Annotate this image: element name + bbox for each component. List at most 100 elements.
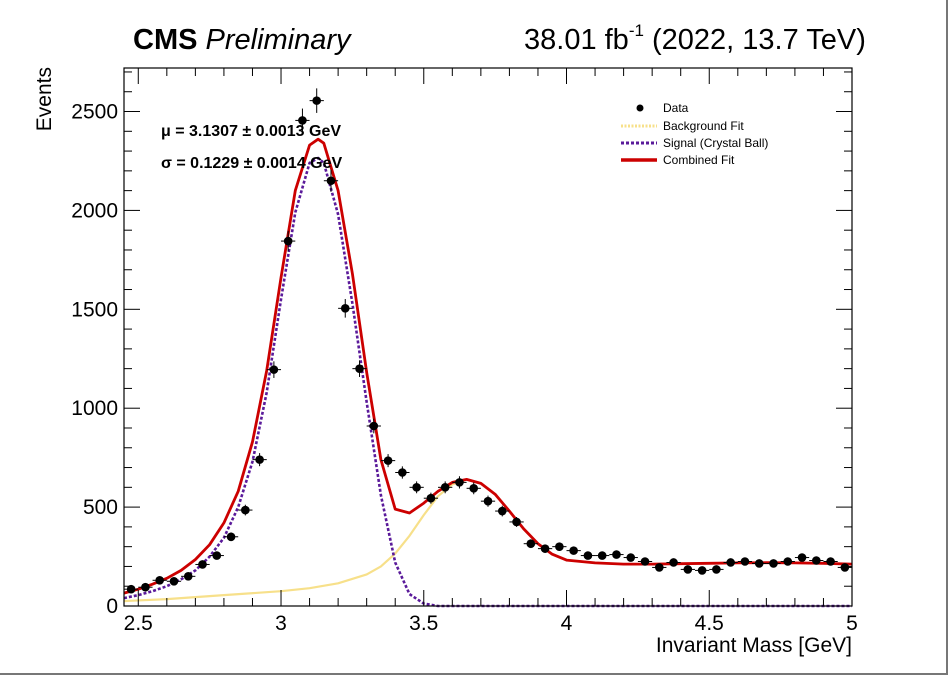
- data-marker: [126, 584, 136, 594]
- data-point: [794, 553, 810, 562]
- data-point: [823, 557, 838, 566]
- data-marker: [255, 455, 264, 464]
- data-point: [266, 361, 282, 378]
- data-point: [166, 576, 182, 586]
- data-point: [480, 495, 496, 507]
- data-marker: [340, 304, 350, 313]
- data-marker: [298, 116, 307, 125]
- data-point: [438, 481, 453, 494]
- data-point: [595, 551, 610, 560]
- data-marker: [212, 551, 222, 560]
- data-marker: [797, 553, 807, 562]
- data-marker: [740, 557, 750, 566]
- data-point: [309, 88, 324, 113]
- data-point: [466, 482, 481, 495]
- data-marker: [169, 576, 179, 586]
- x-tick-label: 3: [275, 612, 287, 635]
- data-point: [124, 584, 139, 594]
- data-point: [223, 532, 239, 542]
- mu-annotation: μ = 3.1307 ± 0.0013 GeV: [161, 123, 341, 140]
- data-point: [395, 466, 410, 479]
- data-marker: [455, 478, 464, 487]
- data-marker: [269, 365, 279, 374]
- experiment-name: CMS: [133, 24, 198, 56]
- data-point: [281, 230, 296, 252]
- x-axis-title: Invariant Mass [GeV]: [656, 634, 852, 657]
- data-marker: [726, 558, 735, 567]
- data-marker: [141, 582, 150, 592]
- data-marker: [226, 532, 236, 542]
- data-marker: [469, 484, 479, 493]
- data-marker: [155, 575, 164, 585]
- x-tick-label: 4: [561, 612, 573, 635]
- data-marker: [283, 236, 293, 246]
- data-point: [580, 551, 596, 560]
- data-marker: [355, 364, 364, 373]
- luminosity-label: 38.01 fb-1 (2022, 13.7 TeV): [524, 21, 866, 57]
- data-point: [623, 553, 638, 562]
- data-point: [181, 572, 196, 581]
- data-marker: [812, 556, 821, 565]
- data-marker: [497, 506, 507, 516]
- legend-label-combined: Combined Fit: [663, 153, 735, 167]
- signal-crystal-ball-curve: [123, 156, 852, 608]
- data-marker: [440, 483, 450, 492]
- data-point: [509, 516, 524, 527]
- data-point: [138, 582, 153, 592]
- data-marker: [669, 558, 678, 567]
- data-points: [124, 88, 852, 594]
- data-point: [766, 559, 781, 568]
- data-marker: [640, 557, 650, 566]
- data-point: [780, 557, 795, 566]
- lumi-tail: (2022, 13.7 TeV): [643, 24, 866, 56]
- data-marker: [654, 563, 664, 572]
- status-label: Preliminary: [205, 24, 351, 56]
- data-marker: [769, 559, 778, 568]
- y-tick-label: 1500: [71, 298, 118, 321]
- y-tick-label: 500: [83, 496, 118, 519]
- tick-labels: 2.5 3 3.5 4 4.5 5 0 500 1000 1500 2000 2500: [71, 101, 858, 635]
- data-point: [195, 560, 210, 569]
- data-marker: [826, 557, 835, 566]
- data-marker: [754, 559, 764, 568]
- data-point: [723, 558, 738, 567]
- data-marker: [569, 546, 578, 555]
- data-point: [752, 559, 767, 568]
- data-marker: [683, 565, 693, 574]
- data-marker: [312, 96, 322, 105]
- data-point: [652, 563, 667, 572]
- data-point: [209, 551, 224, 560]
- data-marker: [697, 566, 707, 575]
- plot-frame: [123, 67, 853, 607]
- lumi-exponent: -1: [628, 21, 644, 40]
- x-tick-label: 4.5: [695, 612, 724, 635]
- y-axis-title: Events: [33, 67, 56, 131]
- data-marker: [783, 557, 793, 566]
- data-point: [552, 542, 567, 551]
- data-point: [837, 563, 852, 572]
- data-point: [238, 504, 253, 516]
- x-tick-label: 3.5: [409, 612, 438, 635]
- data-point: [380, 454, 396, 468]
- data-marker: [412, 483, 421, 492]
- data-point: [338, 299, 353, 318]
- y-tick-label: 2500: [71, 101, 118, 124]
- sigma-annotation: σ = 0.1229 ± 0.0014 GeV: [161, 155, 343, 172]
- data-point: [423, 492, 439, 504]
- data-marker: [626, 553, 636, 562]
- data-point: [352, 360, 367, 377]
- data-marker: [540, 544, 550, 553]
- data-point: [252, 453, 267, 467]
- data-point: [680, 565, 695, 574]
- legend-label-signal: Signal (Crystal Ball): [663, 136, 768, 150]
- data-point: [295, 108, 310, 133]
- data-marker: [840, 563, 850, 572]
- data-point: [694, 566, 710, 575]
- data-point: [409, 481, 424, 494]
- axes: [123, 67, 853, 607]
- data-point: [537, 544, 553, 553]
- combined-fit-curve: [123, 137, 853, 595]
- fit-curves: [123, 137, 853, 608]
- data-marker: [583, 551, 593, 560]
